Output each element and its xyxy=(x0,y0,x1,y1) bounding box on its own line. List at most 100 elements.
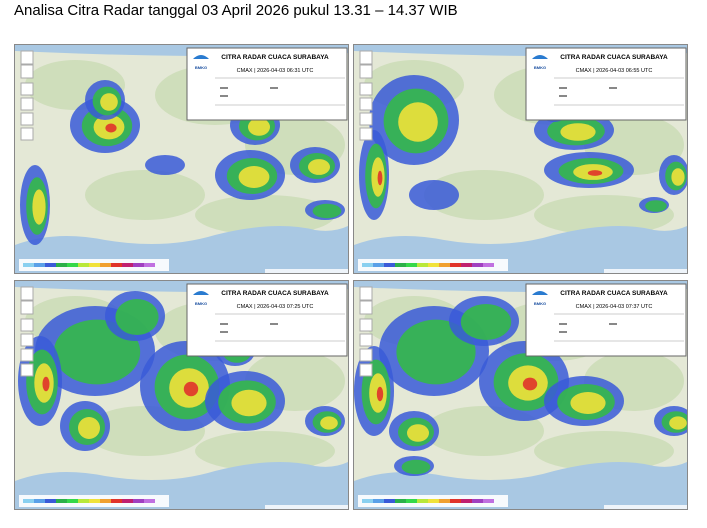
scale-swatch xyxy=(23,263,34,267)
scale-swatch xyxy=(450,263,461,267)
logo-mark xyxy=(193,55,209,59)
radar-echo xyxy=(376,386,384,402)
radar-echo xyxy=(145,155,185,175)
legend-symbol xyxy=(220,331,228,333)
zoom-button[interactable] xyxy=(20,300,34,315)
map-tool xyxy=(359,318,373,332)
scale-swatch xyxy=(23,499,34,503)
radar-echo xyxy=(570,392,606,414)
scale-swatch xyxy=(111,263,122,267)
logo-mark xyxy=(193,291,209,295)
radar-echo xyxy=(671,168,685,186)
scale-swatch xyxy=(111,499,122,503)
scale-swatch xyxy=(450,499,461,503)
map-tool xyxy=(359,97,373,111)
radar-echo xyxy=(238,166,270,188)
logo-mark xyxy=(532,55,548,59)
legend-timestamp: CMAX | 2026-04-03 07:37 UTC xyxy=(576,304,653,310)
attribution xyxy=(604,505,687,509)
scale-swatch xyxy=(56,263,67,267)
scale-swatch xyxy=(122,263,133,267)
map-tool xyxy=(359,112,373,126)
radar-panel: CITRA RADAR CUACA SURABAYA CMAX | 2026-04… xyxy=(14,280,349,510)
radar-panel: CITRA RADAR CUACA SURABAYA CMAX | 2026-04… xyxy=(353,44,688,274)
legend-symbol xyxy=(270,87,278,89)
radar-echo xyxy=(560,123,596,141)
scale-swatch xyxy=(461,499,472,503)
forest xyxy=(195,431,335,471)
legend-bg xyxy=(186,47,348,121)
legend-title: CITRA RADAR CUACA SURABAYA xyxy=(221,54,329,61)
attribution xyxy=(265,269,348,273)
zoom-button[interactable] xyxy=(20,50,34,65)
scale-swatch xyxy=(133,499,144,503)
zoom-button[interactable] xyxy=(359,64,373,79)
radar-echo xyxy=(248,118,270,136)
zoom-button[interactable] xyxy=(359,50,373,65)
scale-swatch xyxy=(373,263,384,267)
zoom-button[interactable] xyxy=(359,286,373,301)
legend-symbol xyxy=(609,323,617,325)
map-tool xyxy=(359,82,373,96)
logo-mark xyxy=(532,291,548,295)
forest xyxy=(85,170,205,220)
radar-echo xyxy=(78,417,100,439)
map-tool xyxy=(20,127,34,141)
scale-swatch xyxy=(144,499,155,503)
radar-echo xyxy=(645,200,667,212)
attribution xyxy=(265,505,348,509)
zoom-button[interactable] xyxy=(359,300,373,315)
radar-map: CITRA RADAR CUACA SURABAYA CMAX | 2026-04… xyxy=(354,45,687,273)
zoom-button[interactable] xyxy=(20,286,34,301)
radar-panel: CITRA RADAR CUACA SURABAYA CMAX | 2026-04… xyxy=(353,280,688,510)
radar-echo xyxy=(409,180,459,210)
radar-echo xyxy=(42,376,50,392)
legend-box: CITRA RADAR CUACA SURABAYA CMAX | 2026-04… xyxy=(186,47,348,121)
map-tool xyxy=(20,363,34,377)
map-tool xyxy=(20,82,34,96)
radar-echo xyxy=(115,299,159,335)
radar-echo xyxy=(401,459,431,475)
scale-swatch xyxy=(428,263,439,267)
map-tool xyxy=(20,318,34,332)
map-tool xyxy=(20,348,34,362)
radar-echo xyxy=(105,123,117,133)
scale-swatch xyxy=(483,499,494,503)
scale-swatch xyxy=(428,499,439,503)
scale-swatch xyxy=(461,263,472,267)
logo-text: BMKG xyxy=(534,65,546,70)
legend-title: CITRA RADAR CUACA SURABAYA xyxy=(221,290,329,297)
legend-title: CITRA RADAR CUACA SURABAYA xyxy=(560,290,668,297)
scale-swatch xyxy=(373,499,384,503)
radar-echo xyxy=(522,377,538,391)
scale-swatch xyxy=(362,499,373,503)
scale-swatch xyxy=(89,499,100,503)
map-tool xyxy=(359,363,373,377)
scale-swatch xyxy=(45,499,56,503)
legend-symbol xyxy=(559,95,567,97)
radar-echo xyxy=(398,102,438,142)
scale-swatch xyxy=(89,263,100,267)
scale-swatch xyxy=(122,499,133,503)
radar-echo xyxy=(100,93,118,111)
scale-swatch xyxy=(472,499,483,503)
forest xyxy=(195,195,335,235)
zoom-button[interactable] xyxy=(20,64,34,79)
legend-symbol xyxy=(559,331,567,333)
scale-swatch xyxy=(100,263,111,267)
legend-symbol xyxy=(559,323,567,325)
forest xyxy=(424,170,544,220)
legend-title: CITRA RADAR CUACA SURABAYA xyxy=(560,54,668,61)
legend-symbol xyxy=(270,323,278,325)
scale-swatch xyxy=(384,499,395,503)
scale-swatch xyxy=(56,499,67,503)
scale-swatch xyxy=(144,263,155,267)
scale-swatch xyxy=(483,263,494,267)
legend-timestamp: CMAX | 2026-04-03 06:55 UTC xyxy=(576,68,653,74)
radar-echo xyxy=(669,416,687,430)
radar-map: CITRA RADAR CUACA SURABAYA CMAX | 2026-04… xyxy=(15,281,348,509)
legend-symbol xyxy=(559,87,567,89)
radar-echo xyxy=(407,424,429,442)
page-title: Analisa Citra Radar tanggal 03 April 202… xyxy=(14,2,458,19)
